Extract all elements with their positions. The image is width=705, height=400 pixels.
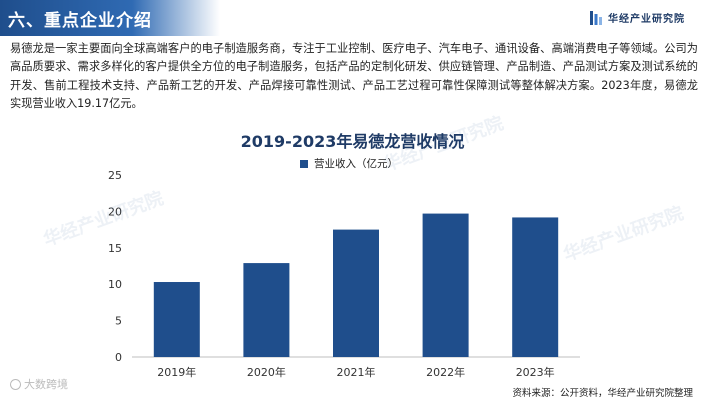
bar xyxy=(333,229,379,357)
section-title: 六、重点企业介绍 xyxy=(8,11,152,31)
header: 六、重点企业介绍 华经产业研究院 xyxy=(0,0,705,36)
x-tick-label: 2021年 xyxy=(337,365,376,379)
corner-watermark-text: 大数跨境 xyxy=(24,378,68,391)
bar xyxy=(512,217,559,357)
chart-title: 2019-2023年易德龙营收情况 xyxy=(240,132,465,151)
y-tick-label: 25 xyxy=(108,169,122,182)
x-tick-label: 2023年 xyxy=(516,365,555,379)
bar xyxy=(243,263,290,357)
corner-watermark: 大数跨境 xyxy=(10,376,68,392)
y-tick-label: 15 xyxy=(108,242,122,255)
y-tick-label: 0 xyxy=(115,351,122,364)
brand-name: 华经产业研究院 xyxy=(608,14,685,25)
legend-label: 营业收入（亿元） xyxy=(314,158,398,170)
intro-paragraph: 易德龙是一家主要面向全球高端客户的电子制造服务商，专注于工业控制、医疗电子、汽车… xyxy=(10,42,698,111)
source-note: 资料来源：公开资料，华经产业研究院整理 xyxy=(512,388,693,399)
x-tick-label: 2020年 xyxy=(247,365,286,379)
legend: 营业收入（亿元） xyxy=(300,156,398,171)
y-tick-label: 20 xyxy=(108,205,122,218)
legend-swatch xyxy=(300,159,308,168)
bar xyxy=(153,282,200,357)
y-tick-label: 10 xyxy=(108,278,122,291)
bar xyxy=(422,213,469,357)
x-tick-label: 2019年 xyxy=(157,365,196,379)
brand: 华经产业研究院 xyxy=(590,10,685,25)
y-tick-label: 5 xyxy=(115,315,122,328)
x-tick-label: 2022年 xyxy=(426,365,465,379)
brand-logo-icon xyxy=(590,10,602,25)
header-bar xyxy=(0,0,220,36)
corner-logo-icon xyxy=(10,378,21,390)
